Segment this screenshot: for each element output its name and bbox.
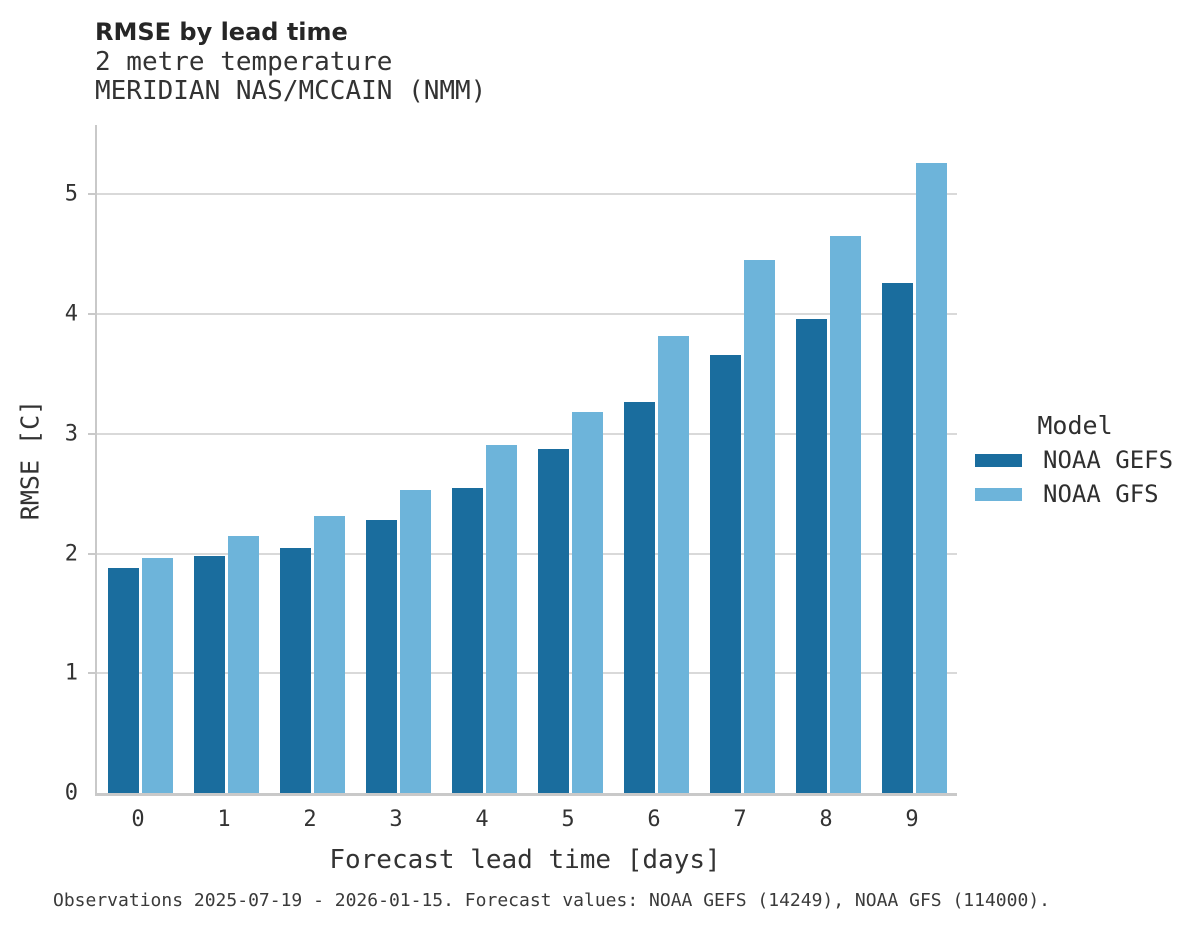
bar-noaa-gfs-lead-9 bbox=[915, 163, 947, 793]
bar-noaa-gfs-lead-8 bbox=[829, 236, 861, 793]
gridline-y2 bbox=[97, 552, 957, 555]
bar-noaa-gfs-lead-6 bbox=[657, 335, 689, 793]
y-tick-label-4: 4 bbox=[64, 301, 78, 327]
chart-title: RMSE by lead time bbox=[95, 18, 348, 46]
bar-noaa-gfs-lead-2 bbox=[313, 516, 345, 793]
legend: Model NOAA GEFS NOAA GFS bbox=[975, 411, 1175, 515]
bar-noaa-gefs-lead-5 bbox=[537, 449, 569, 793]
x-tick-label-9: 9 bbox=[905, 807, 919, 832]
bar-group-lead-0 bbox=[97, 558, 183, 793]
legend-label: NOAA GFS bbox=[1043, 480, 1159, 508]
bar-noaa-gefs-lead-9 bbox=[881, 283, 913, 793]
bar-noaa-gefs-lead-7 bbox=[709, 354, 741, 793]
y-axis-tick-labels: 0 1 2 3 4 5 bbox=[0, 0, 78, 928]
legend-title: Model bbox=[1037, 411, 1113, 440]
gridline-y5 bbox=[97, 193, 957, 196]
bar-group-lead-2 bbox=[269, 516, 355, 793]
x-tick-label-7: 7 bbox=[733, 807, 747, 832]
chart-subtitle-variable: 2 metre temperature bbox=[95, 47, 393, 77]
plot-area bbox=[88, 125, 957, 796]
bar-noaa-gfs-lead-4 bbox=[485, 444, 517, 793]
x-tick-label-4: 4 bbox=[475, 807, 489, 832]
x-tick-label-3: 3 bbox=[389, 807, 403, 832]
y-tick-mark bbox=[88, 672, 96, 675]
legend-label: NOAA GEFS bbox=[1043, 446, 1174, 474]
chart-header: RMSE by lead time 2 metre temperature ME… bbox=[95, 16, 486, 106]
bars-row bbox=[97, 125, 957, 793]
bar-noaa-gfs-lead-1 bbox=[227, 535, 259, 793]
x-tick-label-5: 5 bbox=[561, 807, 575, 832]
y-tick-mark bbox=[88, 552, 96, 555]
y-tick-mark bbox=[88, 313, 96, 316]
bar-noaa-gefs-lead-2 bbox=[279, 547, 311, 793]
bar-noaa-gfs-lead-7 bbox=[743, 260, 775, 793]
bar-group-lead-9 bbox=[871, 163, 957, 793]
bar-group-lead-3 bbox=[355, 490, 441, 793]
bar-noaa-gefs-lead-8 bbox=[795, 318, 827, 793]
y-tick-label-1: 1 bbox=[64, 660, 78, 686]
y-tick-label-5: 5 bbox=[64, 181, 78, 207]
y-tick-mark bbox=[88, 432, 96, 435]
gridline-y3 bbox=[97, 432, 957, 435]
bar-noaa-gefs-lead-1 bbox=[193, 555, 225, 793]
bar-noaa-gefs-lead-4 bbox=[451, 487, 483, 793]
x-tick-label-2: 2 bbox=[303, 807, 317, 832]
bar-group-lead-1 bbox=[183, 535, 269, 793]
legend-swatch-noaa-gefs bbox=[975, 453, 1022, 467]
legend-swatch-noaa-gfs bbox=[975, 487, 1022, 501]
x-tick-label-0: 0 bbox=[131, 807, 145, 832]
bar-group-lead-6 bbox=[613, 335, 699, 793]
x-axis-tick-labels: 0 1 2 3 4 5 6 7 8 9 bbox=[95, 807, 955, 832]
gridline-y1 bbox=[97, 672, 957, 675]
y-tick-label-3: 3 bbox=[64, 421, 78, 447]
bar-noaa-gfs-lead-3 bbox=[399, 490, 431, 793]
bar-noaa-gefs-lead-0 bbox=[107, 567, 139, 793]
bar-group-lead-4 bbox=[441, 444, 527, 793]
x-tick-label-1: 1 bbox=[217, 807, 231, 832]
bar-noaa-gefs-lead-3 bbox=[365, 520, 397, 793]
bar-noaa-gfs-lead-5 bbox=[571, 412, 603, 793]
y-tick-label-2: 2 bbox=[64, 541, 78, 567]
legend-entry-noaa-gefs: NOAA GEFS bbox=[975, 446, 1175, 474]
y-axis-label: RMSE [C] bbox=[15, 399, 45, 521]
bar-group-lead-7 bbox=[699, 260, 785, 793]
x-axis-label: Forecast lead time [days] bbox=[329, 845, 721, 875]
x-tick-label-6: 6 bbox=[647, 807, 661, 832]
gridline-y4 bbox=[97, 313, 957, 316]
chart-subtitle-station: MERIDIAN NAS/MCCAIN (NMM) bbox=[95, 76, 487, 106]
bar-noaa-gefs-lead-6 bbox=[623, 401, 655, 793]
bar-group-lead-5 bbox=[527, 412, 613, 793]
bar-noaa-gfs-lead-0 bbox=[141, 558, 173, 793]
footnote: Observations 2025-07-19 - 2026-01-15. Fo… bbox=[53, 890, 1050, 911]
y-tick-label-0: 0 bbox=[64, 780, 78, 806]
legend-entry-noaa-gfs: NOAA GFS bbox=[975, 480, 1175, 508]
x-tick-label-8: 8 bbox=[819, 807, 833, 832]
y-tick-mark bbox=[88, 193, 96, 196]
bar-group-lead-8 bbox=[785, 236, 871, 793]
